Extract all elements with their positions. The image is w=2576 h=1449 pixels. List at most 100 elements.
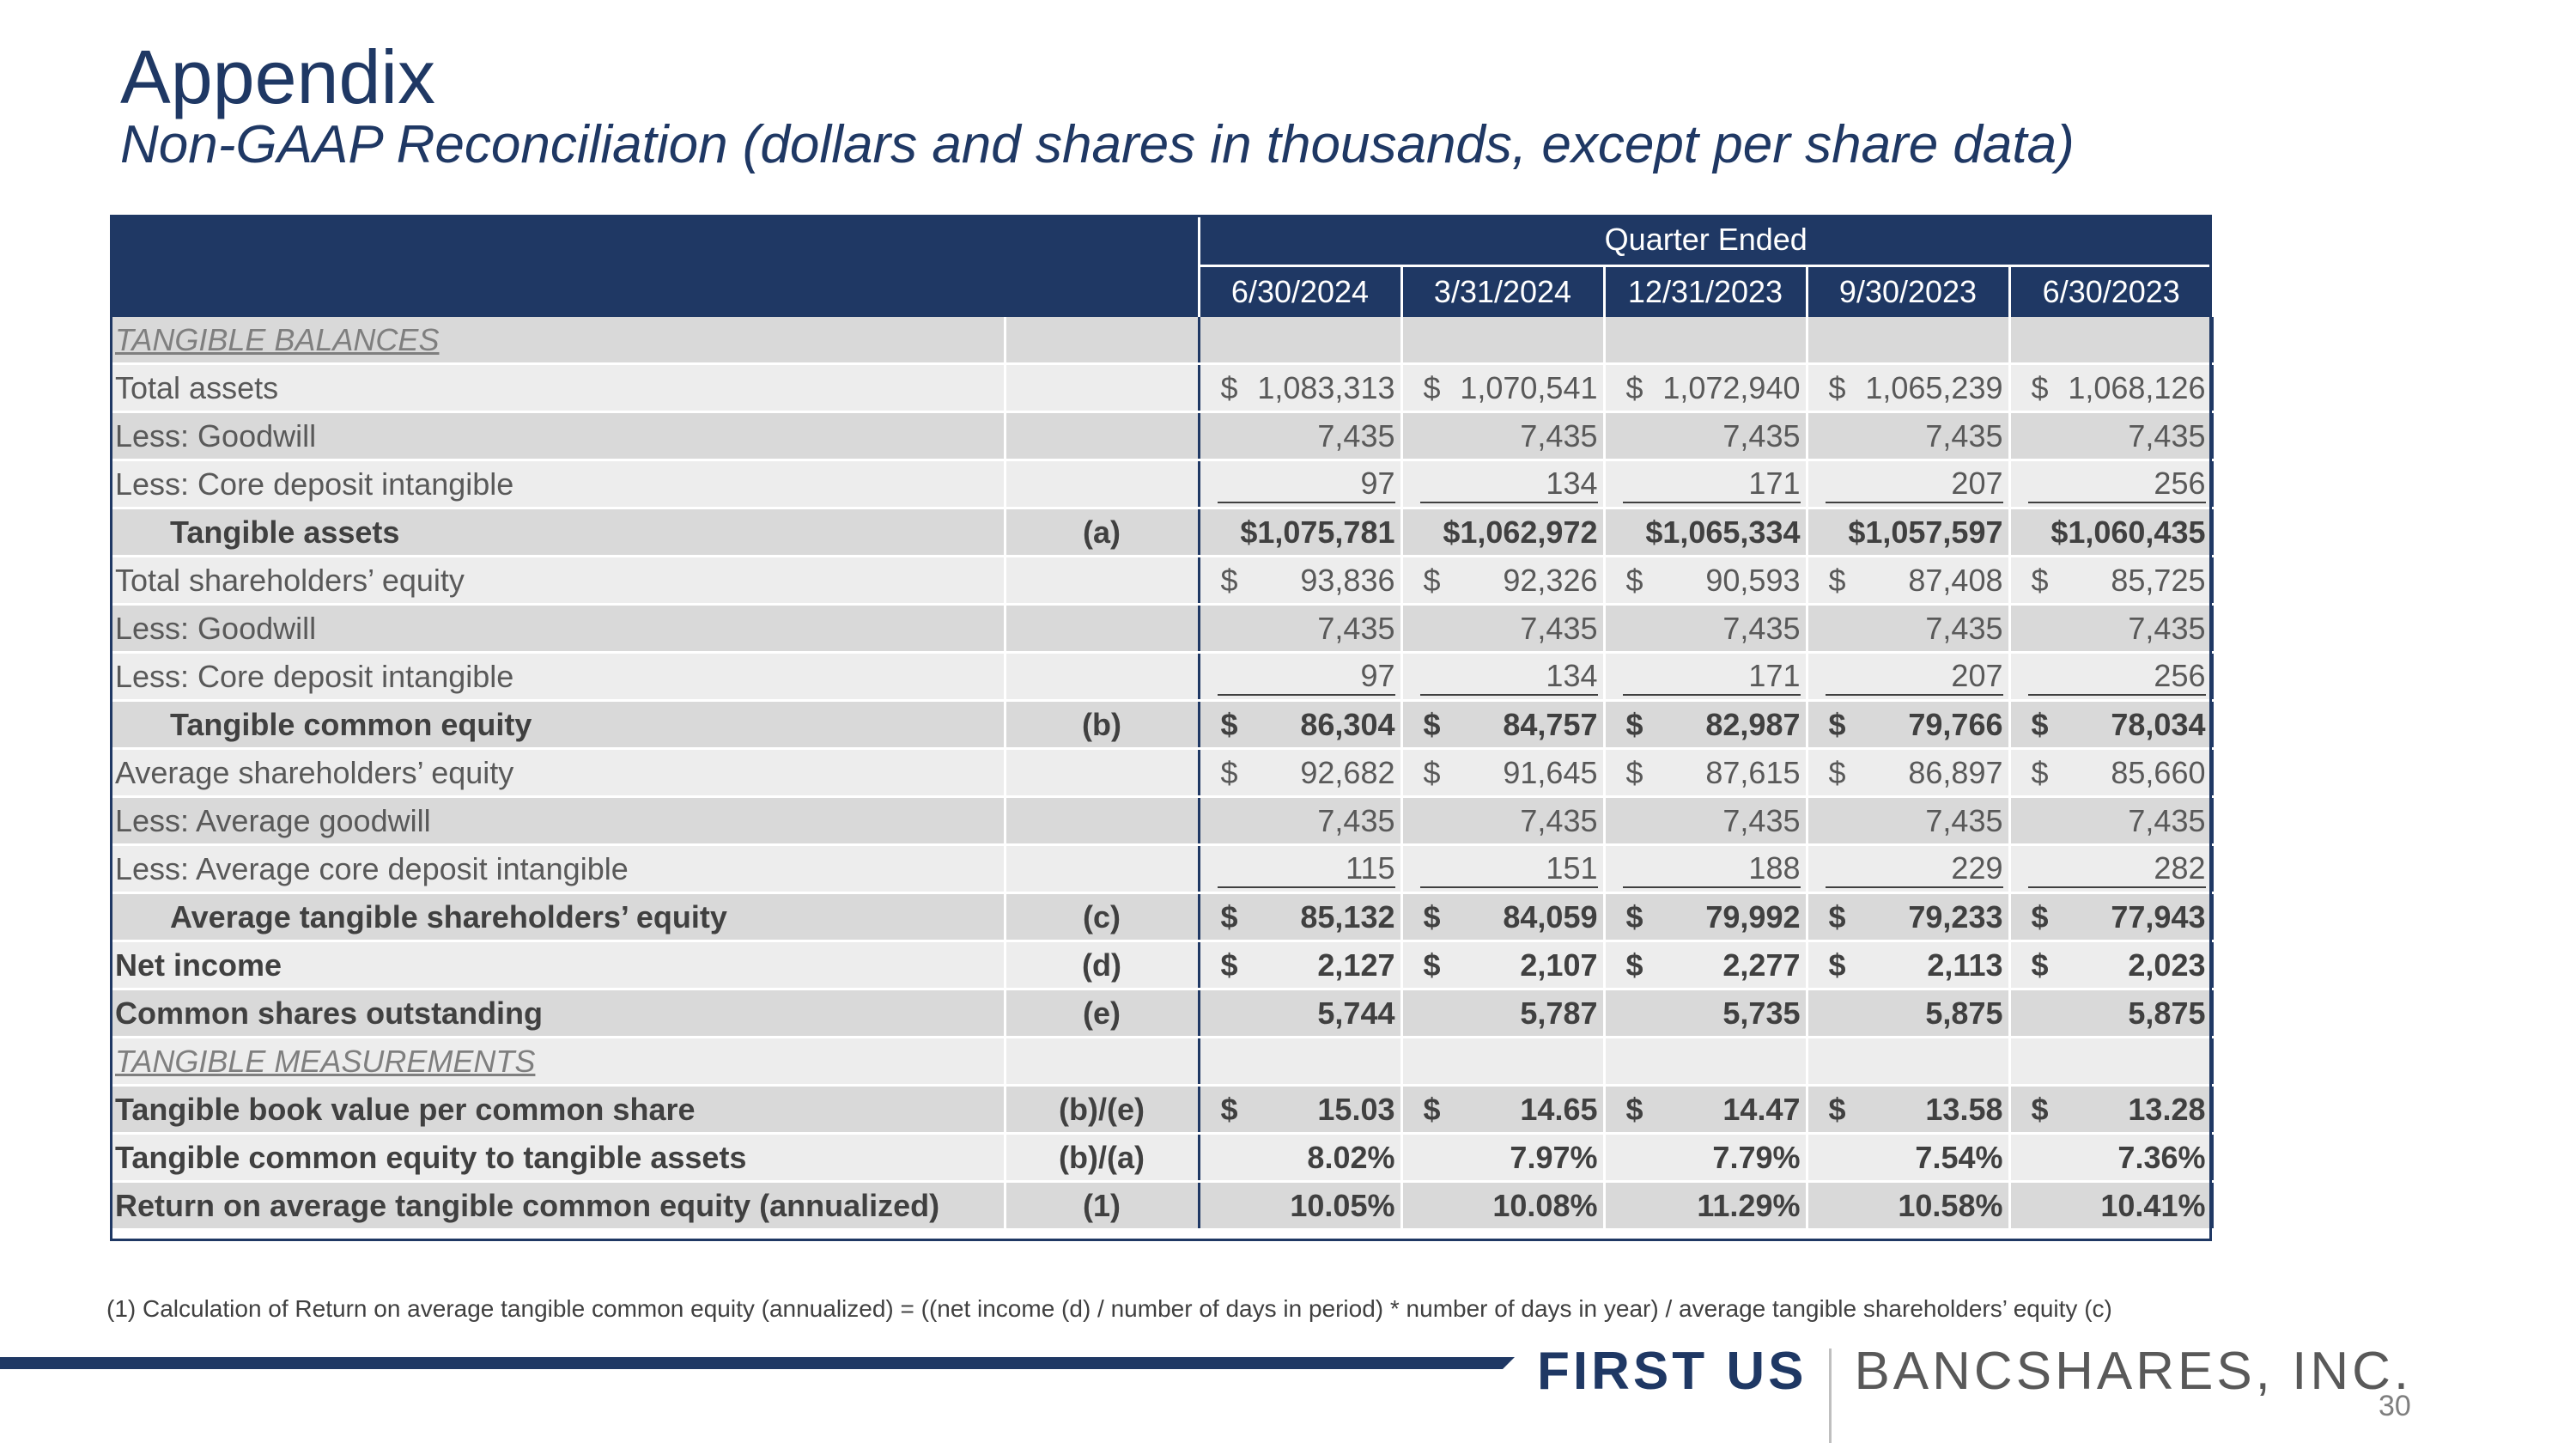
value-cell: 207	[1805, 460, 2009, 509]
currency-symbol: $	[1220, 706, 1238, 742]
value-text: $1,065,334	[1645, 514, 1801, 550]
row-label: Less: Core deposit intangible	[110, 460, 1005, 509]
value-cell: $13.58	[1805, 1085, 2009, 1135]
value-cell: 7,435	[1400, 796, 1604, 846]
value-cell: $82,987	[1602, 700, 1807, 750]
value-text: 134	[1546, 657, 1598, 693]
currency-symbol: $	[1423, 1091, 1441, 1127]
value-cell	[2008, 1037, 2214, 1087]
value-text: 97	[1360, 465, 1395, 501]
column-header-date: 9/30/2023	[1805, 265, 2009, 317]
value-cell: $2,107	[1400, 941, 1604, 990]
footer-bar-notch	[1503, 1357, 1515, 1369]
value-cell: $2,277	[1602, 941, 1807, 990]
value-text: 207	[1951, 465, 2003, 501]
value-cell: $92,326	[1400, 556, 1604, 606]
value-cell: $1,057,597	[1805, 508, 2009, 557]
value-text: 229	[1951, 849, 2003, 886]
table-row: Tangible book value per common share (b)/…	[110, 1085, 2214, 1135]
value-cell: 7,435	[1400, 411, 1604, 461]
value-text: 8.02%	[1307, 1139, 1395, 1175]
value-text: 1,065,239	[1865, 369, 2003, 405]
value-cell: 11.29%	[1602, 1181, 1807, 1231]
currency-symbol: $	[1625, 1091, 1643, 1127]
logo-bancshares: BANCSHARES, INC.	[1854, 1342, 2413, 1401]
value-text: 10.41%	[2100, 1187, 2206, 1223]
table-row: Less: Core deposit intangible 97 134 171 207…	[110, 652, 2214, 702]
row-label: Total shareholders’ equity	[110, 556, 1005, 606]
currency-symbol: $	[1220, 562, 1238, 598]
value-cell: $2,127	[1197, 941, 1401, 990]
currency-symbol: $	[1423, 754, 1441, 790]
row-label: Tangible assets	[110, 508, 1005, 557]
value-cell	[1602, 317, 1807, 365]
value-text: 171	[1748, 465, 1801, 501]
currency-symbol: $	[1828, 1091, 1846, 1127]
table-row: Less: Goodwill 7,435 7,435 7,435 7,435 7,435	[110, 604, 2214, 654]
page-subtitle: Non-GAAP Reconciliation (dollars and sha…	[120, 115, 2075, 174]
row-reference	[1003, 363, 1199, 413]
currency-symbol: $	[2031, 706, 2049, 742]
value-cell	[1805, 1037, 2009, 1087]
reconciliation-table: Quarter Ended 6/30/2024 3/31/2024 12/31/…	[110, 215, 2214, 1231]
value-text: 1,070,541	[1460, 369, 1598, 405]
currency-symbol: $	[1423, 947, 1441, 983]
value-cell	[1400, 1037, 1604, 1087]
value-cell: $92,682	[1197, 748, 1401, 798]
value-cell: 10.41%	[2008, 1181, 2214, 1231]
value-text: 188	[1748, 849, 1801, 886]
currency-symbol: $	[1625, 706, 1643, 742]
value-cell: $78,034	[2008, 700, 2214, 750]
value-text: 7,435	[1925, 417, 2003, 454]
value-text: 14.47	[1722, 1091, 1801, 1127]
currency-symbol: $	[1625, 562, 1643, 598]
currency-symbol: $	[1220, 898, 1238, 935]
value-cell: $87,615	[1602, 748, 1807, 798]
currency-symbol: $	[1423, 898, 1441, 935]
currency-symbol: $	[1625, 369, 1643, 405]
currency-symbol: $	[2031, 562, 2049, 598]
value-text: 92,326	[1503, 562, 1598, 598]
currency-symbol: $	[1828, 706, 1846, 742]
currency-symbol: $	[2031, 1091, 2049, 1127]
value-text: 79,992	[1705, 898, 1801, 935]
value-cell: 10.58%	[1805, 1181, 2009, 1231]
value-text: 7,435	[1722, 802, 1801, 838]
column-header-date: 3/31/2024	[1400, 265, 1604, 317]
value-text: 2,023	[2128, 947, 2206, 983]
value-cell: $84,059	[1400, 892, 1604, 942]
logo-first-us: FIRST US	[1537, 1342, 1807, 1401]
row-reference: (b)	[1003, 700, 1199, 750]
table-row: Total shareholders’ equity $93,836 $92,326…	[110, 556, 2214, 606]
value-text: 7,435	[1520, 610, 1598, 646]
page-number: 30	[2379, 1390, 2411, 1422]
table-row: Less: Goodwill 7,435 7,435 7,435 7,435 7,435	[110, 411, 2214, 461]
value-text: 7,435	[1925, 802, 2003, 838]
row-label: Less: Average goodwill	[110, 796, 1005, 846]
row-label: Less: Goodwill	[110, 411, 1005, 461]
currency-symbol: $	[1828, 369, 1846, 405]
value-cell: 97	[1197, 460, 1401, 509]
currency-symbol: $	[1220, 754, 1238, 790]
value-cell: 134	[1400, 652, 1604, 702]
value-cell: 256	[2008, 460, 2214, 509]
value-text: 171	[1748, 657, 1801, 693]
value-text: 7,435	[1317, 610, 1395, 646]
row-label: Return on average tangible common equity…	[110, 1181, 1005, 1231]
value-text: 1,083,313	[1257, 369, 1395, 405]
row-label: Tangible book value per common share	[110, 1085, 1005, 1135]
row-label: Tangible common equity	[110, 700, 1005, 750]
value-text: 7,435	[1925, 610, 2003, 646]
currency-symbol: $	[1828, 947, 1846, 983]
value-text: 5,787	[1520, 995, 1598, 1031]
currency-symbol: $	[1625, 947, 1643, 983]
value-text: 87,615	[1705, 754, 1801, 790]
value-cell: 7,435	[1197, 604, 1401, 654]
value-text: 207	[1951, 657, 2003, 693]
value-cell: 5,735	[1602, 989, 1807, 1038]
value-text: 282	[2154, 849, 2206, 886]
currency-symbol: $	[1220, 1091, 1238, 1127]
company-logo: FIRST US BANCSHARES, INC.	[1537, 1324, 2413, 1443]
column-header-date: 6/30/2024	[1197, 265, 1401, 317]
row-reference: (c)	[1003, 892, 1199, 942]
